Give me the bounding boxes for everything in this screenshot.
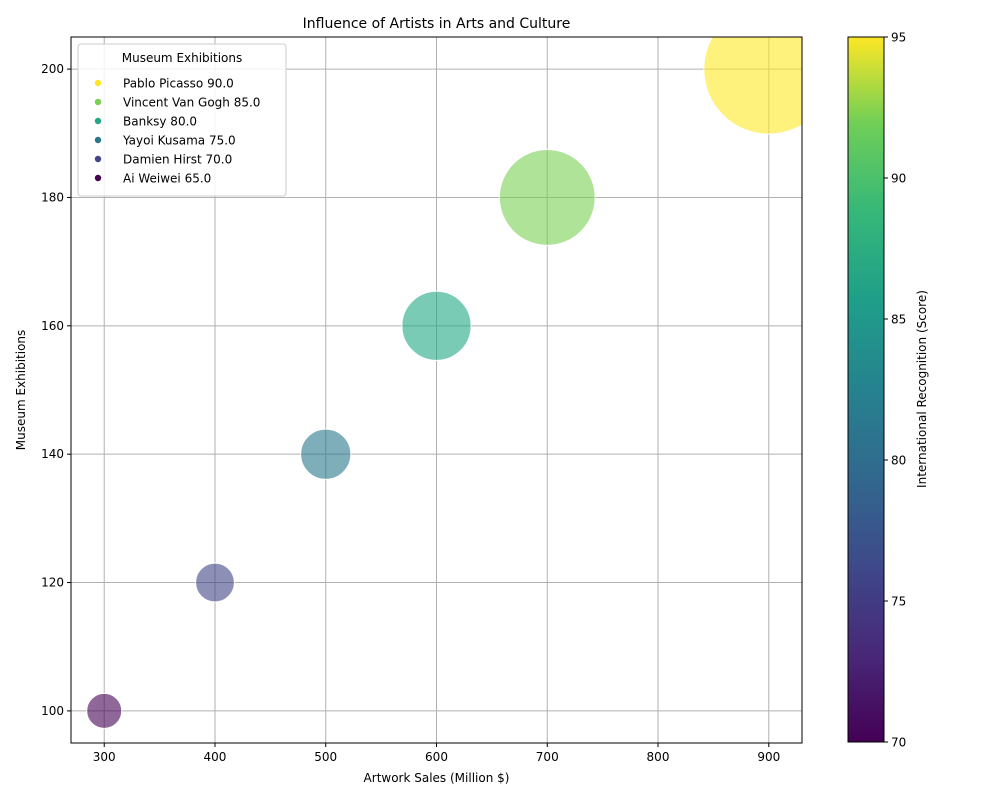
y-tick-label: 180	[41, 190, 64, 204]
legend-marker	[94, 98, 102, 106]
bubble-damien-hirst	[195, 562, 235, 603]
colorbar-tick-label: 75	[891, 595, 906, 609]
bubble-pablo-picasso	[703, 37, 802, 135]
grid	[71, 37, 802, 743]
colorbar-tick-label: 80	[891, 454, 906, 468]
x-tick-label: 800	[647, 750, 670, 764]
y-tick-label: 200	[41, 62, 64, 76]
legend-marker	[94, 79, 102, 87]
y-tick-label: 140	[41, 447, 64, 461]
legend-box	[77, 43, 287, 197]
legend-label: Ai Weiwei 65.0	[123, 172, 211, 186]
legend-items: Pablo Picasso 90.0 Vincent Van Gogh 85.0 B…	[94, 77, 260, 186]
colorbar-tick-label: 95	[891, 31, 906, 45]
bubble-layer	[86, 37, 802, 729]
x-tick-label: 700	[536, 750, 559, 764]
legend: Museum Exhibitions Pablo Picasso 90.0 Vin…	[77, 43, 287, 197]
colorbar-tick-label: 90	[891, 172, 906, 186]
x-tick-label: 900	[757, 750, 780, 764]
colorbar-tick-label: 70	[891, 736, 906, 750]
legend-title: Museum Exhibitions	[122, 51, 243, 65]
colorbar-gradient	[848, 37, 884, 742]
x-axis-ticks: 300 400 500 600 700 800 900	[93, 743, 780, 764]
y-tick-label: 160	[41, 319, 64, 333]
legend-label: Banksy 80.0	[123, 115, 197, 129]
legend-marker	[94, 136, 102, 144]
x-tick-label: 300	[93, 750, 116, 764]
legend-label: Damien Hirst 70.0	[123, 153, 232, 167]
y-tick-label: 100	[41, 704, 64, 718]
x-tick-label: 400	[204, 750, 227, 764]
legend-marker	[94, 117, 102, 125]
legend-marker	[94, 155, 102, 163]
colorbar-ticks: 70 75 80 85 90 95	[884, 31, 906, 750]
colorbar-label: International Recognition (Score)	[915, 290, 929, 488]
x-axis-label: Artwork Sales (Million $)	[364, 771, 510, 785]
x-tick-label: 500	[314, 750, 337, 764]
y-axis-ticks: 100 120 140 160 180 200	[41, 62, 71, 718]
legend-label: Pablo Picasso 90.0	[123, 77, 234, 91]
bubble-yayoi-kusama	[300, 428, 352, 480]
y-axis-label: Museum Exhibitions	[14, 330, 28, 451]
bubble-vincent-van-gogh	[498, 149, 596, 246]
chart-title: Influence of Artists in Arts and Culture	[303, 16, 571, 32]
bubble-banksy	[401, 290, 472, 361]
bubble-ai-weiwei	[86, 692, 123, 729]
legend-label: Vincent Van Gogh 85.0	[123, 96, 260, 110]
colorbar-frame	[847, 36, 885, 743]
x-tick-label: 600	[425, 750, 448, 764]
y-tick-label: 120	[41, 576, 64, 590]
colorbar: 70 75 80 85 90 95 International Recognition (…	[847, 31, 929, 750]
colorbar-tick-label: 85	[891, 313, 906, 327]
legend-marker	[94, 174, 102, 182]
legend-label: Yayoi Kusama 75.0	[122, 134, 236, 148]
